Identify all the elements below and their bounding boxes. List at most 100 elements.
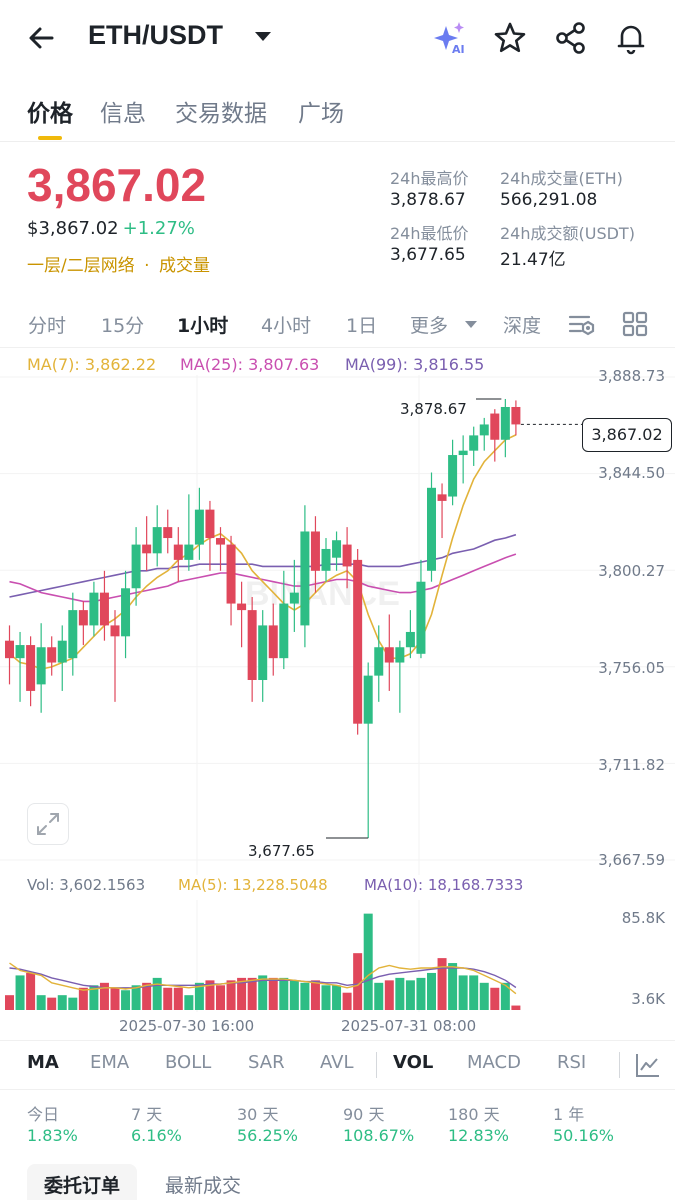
current-price-tag[interactable]: 3,867.02 <box>582 418 672 452</box>
indicator-sar[interactable]: SAR <box>248 1052 285 1073</box>
volume-bar <box>226 980 236 1010</box>
interval-1h[interactable]: 1小时 <box>177 315 229 337</box>
candle-body <box>511 406 521 425</box>
indicator-ema[interactable]: EMA <box>90 1052 130 1073</box>
fullscreen-button[interactable] <box>27 803 69 845</box>
tab-latest-trades[interactable]: 最新成交 <box>165 1175 242 1197</box>
volume-bar <box>268 977 278 1010</box>
grid-layout-icon[interactable] <box>622 311 648 337</box>
candle-body <box>237 603 247 611</box>
volume-bar <box>448 963 458 1010</box>
ma99-legend: MA(99): 3,816.55 <box>345 355 485 374</box>
more-caret-icon[interactable] <box>464 320 478 330</box>
candle-body <box>216 538 225 545</box>
tab-info[interactable]: 信息 <box>100 101 146 127</box>
tab-open-orders[interactable]: 委托订单 <box>27 1164 137 1200</box>
candle-body <box>342 544 352 567</box>
chart-settings-icon[interactable] <box>567 311 597 339</box>
interval-timeline[interactable]: 分时 <box>28 315 67 337</box>
candle-body <box>110 625 120 637</box>
high-label: 24h最高价 <box>390 169 469 188</box>
volume-bar <box>36 995 46 1010</box>
volume-bar <box>110 987 120 1010</box>
candle-body <box>5 640 14 659</box>
candle-body <box>205 509 215 539</box>
candle-body <box>469 435 479 451</box>
volume-bar <box>184 995 194 1010</box>
vol-ma10-line <box>9 967 517 989</box>
volume-chart[interactable] <box>0 900 675 1012</box>
interval-4h[interactable]: 4小时 <box>261 315 312 337</box>
candlestick-chart[interactable]: BINANCE <box>0 375 675 875</box>
candle-body <box>89 592 99 626</box>
ai-sparkle-icon[interactable]: AI <box>432 20 468 56</box>
volume-bar <box>99 982 109 1010</box>
price-axis-label: 3,756.05 <box>598 659 665 677</box>
volume-bar <box>131 985 141 1010</box>
candle-body <box>500 406 510 440</box>
candle-body <box>416 581 426 654</box>
perf-value: 1.83% <box>27 1126 78 1145</box>
volume-bar <box>332 985 342 1010</box>
indicator-macd[interactable]: MACD <box>467 1052 521 1073</box>
candle-body <box>332 540 342 558</box>
candle-body <box>300 531 310 626</box>
interval-more[interactable]: 更多 <box>410 315 449 337</box>
layer-network-link[interactable]: 一层/二层网络 <box>27 256 135 276</box>
tab-trading-data[interactable]: 交易数据 <box>175 101 267 127</box>
vol-eth-label: 24h成交量(ETH) <box>500 169 623 188</box>
perf-label: 180 天 <box>448 1105 500 1124</box>
star-icon[interactable] <box>492 20 528 56</box>
candle-body <box>353 559 363 724</box>
volume-bar <box>57 995 67 1010</box>
low-annotation: 3,677.65 <box>248 842 315 860</box>
volume-bar <box>205 980 215 1010</box>
bell-icon[interactable] <box>613 20 649 56</box>
candle-body <box>448 455 458 497</box>
volume-bar <box>395 977 405 1010</box>
candle-body <box>163 527 173 539</box>
price-axis-label: 3,800.27 <box>598 562 665 580</box>
volume-bar <box>237 977 247 1010</box>
usd-price: $3,867.02 <box>27 218 119 239</box>
perf-label: 今日 <box>27 1105 60 1124</box>
vol-legend: Vol: 3,602.1563 <box>27 876 146 894</box>
chevron-down-icon[interactable] <box>255 32 271 41</box>
candle-body <box>152 527 162 554</box>
volume-bar <box>490 987 500 1010</box>
indicator-ma[interactable]: MA <box>27 1052 59 1073</box>
candle-body <box>279 603 289 659</box>
volume-bar <box>247 977 257 1010</box>
volume-bar <box>121 990 131 1010</box>
indicator-vol[interactable]: VOL <box>393 1052 434 1073</box>
depth-button[interactable]: 深度 <box>503 315 542 337</box>
price-axis-label: 3,667.59 <box>598 851 665 869</box>
interval-15m[interactable]: 15分 <box>101 315 145 337</box>
candle-body <box>427 487 436 571</box>
candle-body <box>99 592 109 626</box>
tab-price[interactable]: 价格 <box>27 101 73 127</box>
volume-bar <box>279 977 289 1010</box>
volume-bar <box>163 987 173 1010</box>
indicator-rsi[interactable]: RSI <box>557 1052 587 1073</box>
candle-body <box>490 413 500 440</box>
volume-bar <box>258 975 268 1010</box>
indicator-boll[interactable]: BOLL <box>165 1052 212 1073</box>
candle-body <box>395 647 405 663</box>
share-icon[interactable] <box>553 20 589 56</box>
indicator-settings-icon[interactable] <box>634 1051 662 1079</box>
ma25-legend: MA(25): 3,807.63 <box>180 355 320 374</box>
tab-square[interactable]: 广场 <box>298 101 344 127</box>
candle-body <box>142 544 152 554</box>
candle-body <box>131 544 141 589</box>
indicator-avl[interactable]: AVL <box>320 1052 354 1073</box>
back-arrow-icon[interactable] <box>22 18 62 58</box>
pair-title[interactable]: ETH/USDT <box>88 20 223 50</box>
perf-label: 90 天 <box>343 1105 385 1124</box>
vol-usdt-label: 24h成交额(USDT) <box>500 224 635 243</box>
high-value: 3,878.67 <box>390 190 466 210</box>
volume-link[interactable]: 成交量 <box>158 256 210 276</box>
indicator-divider <box>619 1052 620 1078</box>
interval-1d[interactable]: 1日 <box>346 315 378 337</box>
ai-label: AI <box>452 43 465 56</box>
